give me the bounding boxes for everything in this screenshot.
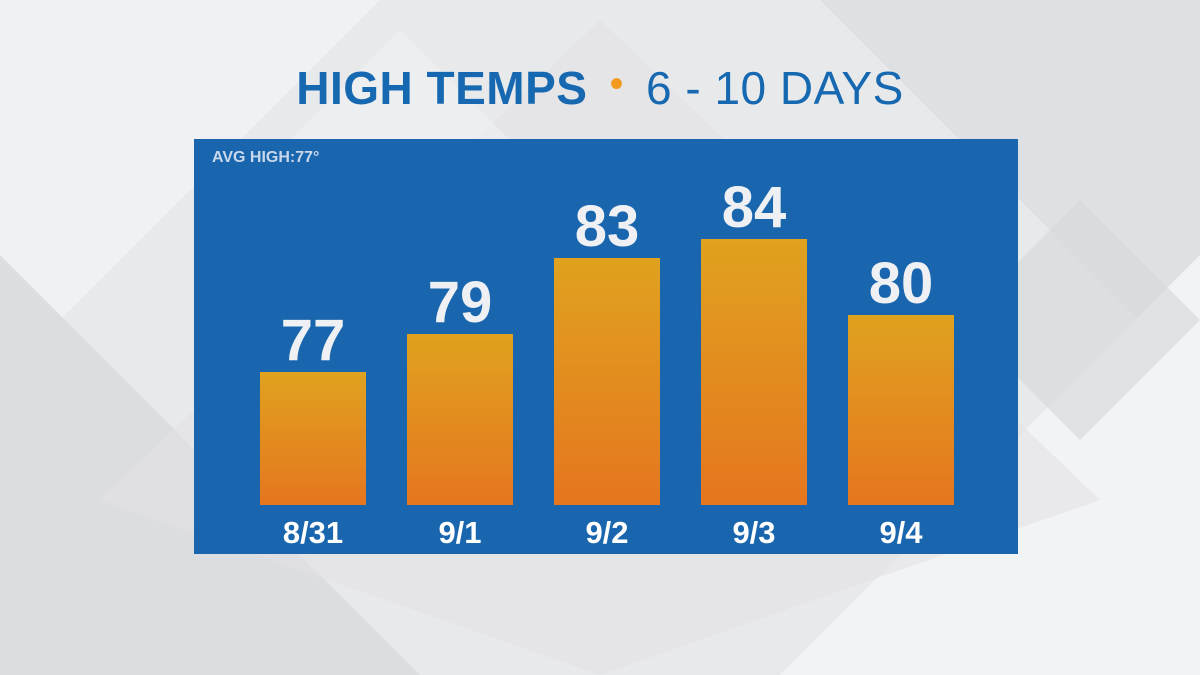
bar-value-label: 77 <box>281 308 346 373</box>
category-label: 9/3 <box>732 515 775 550</box>
title-separator-dot: • <box>609 61 624 106</box>
bar-value-label: 79 <box>428 270 493 335</box>
chart-panel: 77 8/31 79 9/1 83 9/2 84 9/3 80 9/4 AVG HIGH:77° <box>194 139 1018 554</box>
bar-value-label: 84 <box>722 175 787 240</box>
bar-9-4 <box>848 315 954 505</box>
category-label: 8/31 <box>283 515 343 550</box>
bar-value-label: 80 <box>869 251 934 316</box>
category-label: 9/2 <box>585 515 628 550</box>
title-main: HIGH TEMPS <box>296 62 588 114</box>
title-subtitle: 6 - 10 DAYS <box>646 62 904 114</box>
bar-9-2 <box>554 258 660 505</box>
bar-value-label: 83 <box>575 194 640 259</box>
avg-high-label: AVG HIGH:77° <box>212 149 320 166</box>
bar-8-31 <box>260 372 366 505</box>
category-label: 9/1 <box>438 515 481 550</box>
category-label: 9/4 <box>879 515 923 550</box>
chart-title: HIGH TEMPS • 6 - 10 DAYS <box>0 58 1200 118</box>
bar-chart: 77 8/31 79 9/1 83 9/2 84 9/3 80 9/4 <box>260 175 954 550</box>
bar-9-1 <box>407 334 513 505</box>
bar-9-3 <box>701 239 807 505</box>
